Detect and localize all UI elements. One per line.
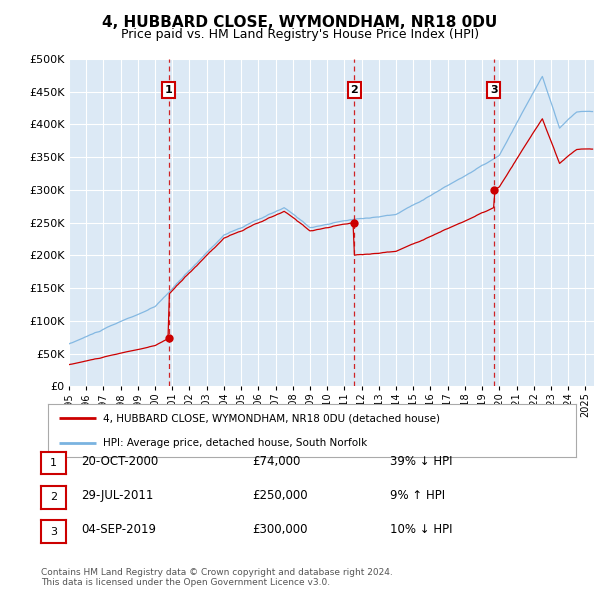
Text: 39% ↓ HPI: 39% ↓ HPI xyxy=(390,455,452,468)
Text: Price paid vs. HM Land Registry's House Price Index (HPI): Price paid vs. HM Land Registry's House … xyxy=(121,28,479,41)
Text: 4, HUBBARD CLOSE, WYMONDHAM, NR18 0DU: 4, HUBBARD CLOSE, WYMONDHAM, NR18 0DU xyxy=(103,15,497,30)
Text: £250,000: £250,000 xyxy=(252,489,308,502)
Text: 04-SEP-2019: 04-SEP-2019 xyxy=(81,523,156,536)
Text: 29-JUL-2011: 29-JUL-2011 xyxy=(81,489,154,502)
Text: 2: 2 xyxy=(50,493,57,502)
Text: 9% ↑ HPI: 9% ↑ HPI xyxy=(390,489,445,502)
Text: 1: 1 xyxy=(165,85,173,95)
Text: HPI: Average price, detached house, South Norfolk: HPI: Average price, detached house, Sout… xyxy=(103,438,368,448)
Text: 10% ↓ HPI: 10% ↓ HPI xyxy=(390,523,452,536)
Text: 3: 3 xyxy=(490,85,497,95)
Text: 20-OCT-2000: 20-OCT-2000 xyxy=(81,455,158,468)
Text: 2: 2 xyxy=(350,85,358,95)
Text: 1: 1 xyxy=(50,458,57,468)
Text: 4, HUBBARD CLOSE, WYMONDHAM, NR18 0DU (detached house): 4, HUBBARD CLOSE, WYMONDHAM, NR18 0DU (d… xyxy=(103,414,440,424)
Text: 3: 3 xyxy=(50,527,57,536)
Text: £300,000: £300,000 xyxy=(252,523,308,536)
Text: Contains HM Land Registry data © Crown copyright and database right 2024.
This d: Contains HM Land Registry data © Crown c… xyxy=(41,568,392,587)
Text: £74,000: £74,000 xyxy=(252,455,301,468)
